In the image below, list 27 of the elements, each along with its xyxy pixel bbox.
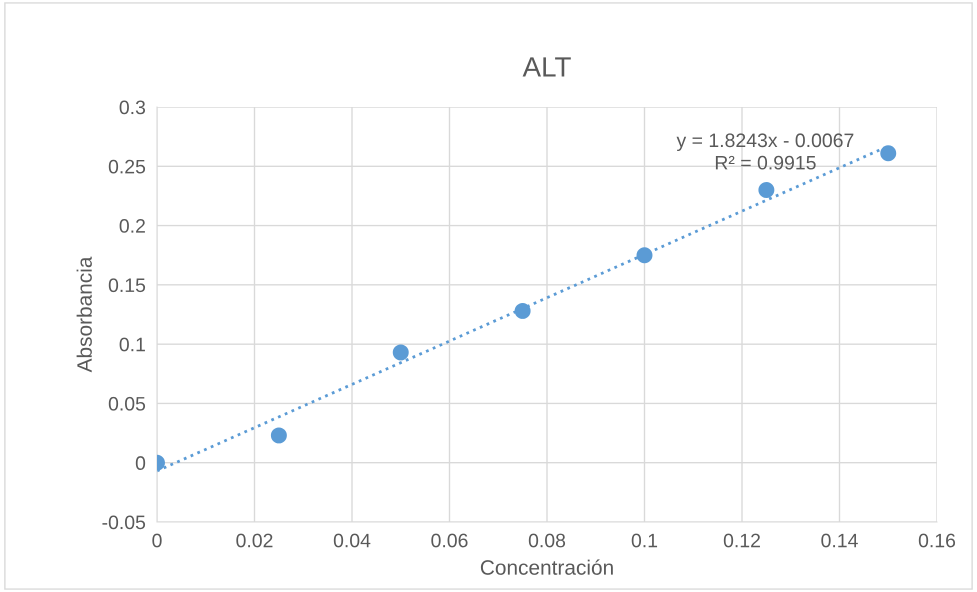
point xyxy=(514,302,531,319)
y-tick-label: 0.3 xyxy=(120,100,146,114)
x-tick-label: 0.04 xyxy=(334,534,370,548)
y-tick-label: 0.2 xyxy=(120,219,145,233)
x-tick-label: 0.14 xyxy=(821,534,858,548)
point xyxy=(880,145,896,162)
x-tick-label: 0.16 xyxy=(918,534,956,548)
x-tick-label: 0.1 xyxy=(632,534,658,548)
point xyxy=(270,427,287,444)
y-tick-label: 0.05 xyxy=(108,396,146,411)
x-tick-label: 0 xyxy=(152,534,162,548)
x-tick-label: 0.02 xyxy=(236,534,272,548)
y-tick-label: 0.25 xyxy=(108,160,146,174)
x-axis-title: Concentración xyxy=(480,559,613,575)
y-tick-label: -0.05 xyxy=(102,515,146,530)
point xyxy=(392,344,409,360)
x-tick-label: 0.08 xyxy=(528,534,566,548)
x-tick-label: 0.06 xyxy=(431,534,468,548)
y-tick-label: 0.15 xyxy=(108,278,146,292)
y-axis-title: Absorbancia xyxy=(76,256,92,372)
chart-title: ALT xyxy=(522,57,571,76)
y-tick-label: 0.1 xyxy=(120,338,145,352)
point xyxy=(636,247,652,264)
x-tick-label: 0.12 xyxy=(724,534,760,548)
y-tick-label: 0 xyxy=(136,456,146,470)
point xyxy=(758,182,774,198)
annotation: y = 1.8243x - 0.0067 R² = 0.9915 xyxy=(676,133,854,170)
